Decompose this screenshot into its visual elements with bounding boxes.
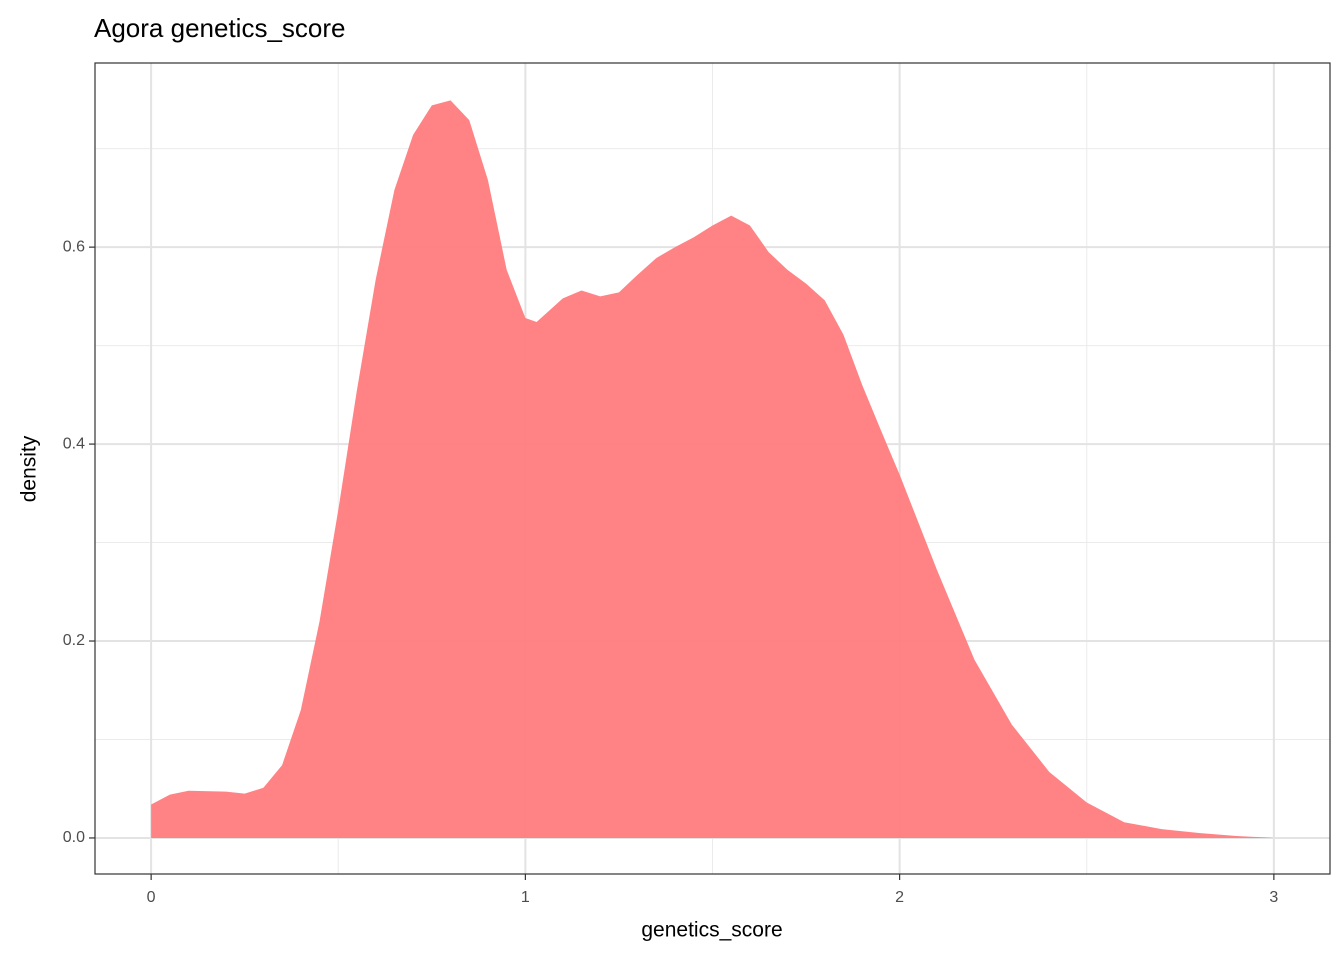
x-tick-label: 0 bbox=[147, 889, 156, 906]
y-tick-label: 0.0 bbox=[63, 829, 85, 846]
density-area bbox=[151, 100, 1274, 838]
x-tick-label: 1 bbox=[521, 889, 530, 906]
panel-border bbox=[94, 62, 1331, 875]
x-tick-label: 2 bbox=[895, 889, 904, 906]
plot-area bbox=[151, 100, 1274, 838]
x-tick-label: 3 bbox=[1269, 889, 1278, 906]
y-tick-label: 0.6 bbox=[63, 238, 85, 255]
chart-title: Agora genetics_score bbox=[94, 13, 345, 43]
y-axis-title: density bbox=[18, 435, 41, 502]
x-axis-title: genetics_score bbox=[641, 919, 782, 942]
y-tick-label: 0.2 bbox=[63, 632, 85, 649]
y-tick-label: 0.4 bbox=[63, 435, 85, 452]
